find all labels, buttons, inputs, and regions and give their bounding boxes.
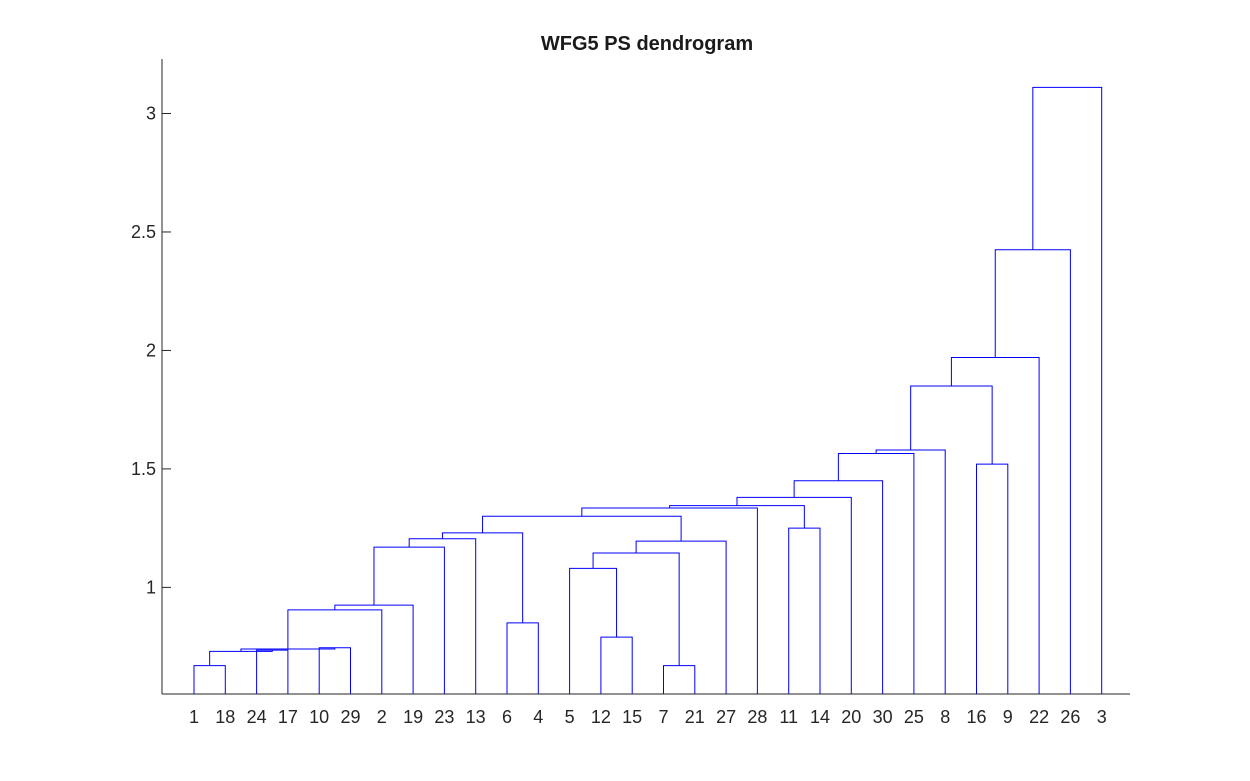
- x-tick-label: 10: [309, 707, 329, 727]
- dendrogram-links: [193, 86, 1103, 694]
- dendrogram-link-aa: [950, 357, 1040, 694]
- dendrogram-link-x: [875, 449, 946, 694]
- dendrogram-link-d: [209, 650, 273, 666]
- axes: [161, 59, 1130, 695]
- dendrogram-link-k: [441, 532, 524, 623]
- x-tick-label: 29: [340, 707, 360, 727]
- x-tick-label: 4: [533, 707, 543, 727]
- x-tick-label: 26: [1060, 707, 1080, 727]
- x-tick-label: 24: [247, 707, 267, 727]
- dendrogram-link-q: [482, 515, 682, 542]
- dendrogram-link-bb: [994, 249, 1071, 694]
- x-tick-label: 12: [591, 707, 611, 727]
- x-tick-labels: 1 18 24 17 10 29 2 19 23 13 6 4 5 12 15 7 21 27 28 11 14 20 30…: [189, 707, 1107, 727]
- x-tick-label: 8: [940, 707, 950, 727]
- dendrogram-link-c: [318, 647, 351, 694]
- x-tick-label: 17: [278, 707, 298, 727]
- x-tick-label: 9: [1003, 707, 1013, 727]
- dendrogram-link-w: [837, 453, 915, 694]
- x-tick-label: 11: [779, 707, 798, 727]
- y-tick-label: 2.5: [131, 222, 156, 242]
- dendrogram-link-m: [569, 567, 618, 694]
- dendrogram-link-a: [193, 665, 226, 694]
- x-tick-label: 27: [716, 707, 736, 727]
- x-tick-label: 7: [658, 707, 668, 727]
- x-tick-label: 18: [215, 707, 235, 727]
- dendrogram-link-n: [663, 665, 696, 694]
- y-ticks: 1 1.5 2 2.5 3: [131, 103, 171, 597]
- x-tick-label: 5: [565, 707, 575, 727]
- x-tick-label: 23: [434, 707, 454, 727]
- dendrogram-link-z: [910, 385, 993, 465]
- x-tick-label: 1: [189, 707, 199, 727]
- dendrogram-link-j: [506, 622, 539, 694]
- x-tick-label: 25: [904, 707, 924, 727]
- y-tick-label: 1: [146, 577, 156, 597]
- dendrogram-link-t: [669, 505, 805, 529]
- dendrogram-link-g: [334, 604, 414, 694]
- y-tick-label: 2: [146, 340, 156, 360]
- dendrogram-link-p: [635, 540, 727, 694]
- x-tick-label: 30: [873, 707, 893, 727]
- x-tick-label: 3: [1097, 707, 1107, 727]
- x-tick-label: 19: [403, 707, 423, 727]
- chart-title: WFG5 PS dendrogram: [541, 33, 753, 55]
- dendrogram-link-cc: [1032, 86, 1103, 694]
- x-tick-label: 22: [1029, 707, 1049, 727]
- y-tick-label: 1.5: [131, 459, 156, 479]
- dendrogram-link-h: [373, 546, 445, 694]
- dendrogram-link-v: [793, 480, 884, 694]
- x-tick-label: 15: [622, 707, 642, 727]
- dendrogram-link-f: [287, 609, 383, 694]
- dendrogram-link-b: [256, 649, 289, 694]
- x-tick-label: 20: [841, 707, 861, 727]
- x-tick-label: 16: [966, 707, 986, 727]
- x-tick-label: 2: [377, 707, 387, 727]
- x-tick-label: 13: [466, 707, 486, 727]
- x-tick-label: 6: [502, 707, 512, 727]
- dendrogram-link-y: [976, 463, 1009, 694]
- dendrogram-link-s: [788, 527, 821, 694]
- dendrogram-link-u: [736, 496, 852, 694]
- y-tick-label: 3: [146, 103, 156, 123]
- dendrogram-link-i: [408, 538, 477, 694]
- x-tick-label: 14: [810, 707, 830, 727]
- dendrogram-link-o: [592, 552, 680, 666]
- x-tick-label: 21: [685, 707, 705, 727]
- x-tick-label: 28: [747, 707, 767, 727]
- dendrogram-link-l: [600, 636, 633, 694]
- dendrogram-link-r: [581, 507, 758, 694]
